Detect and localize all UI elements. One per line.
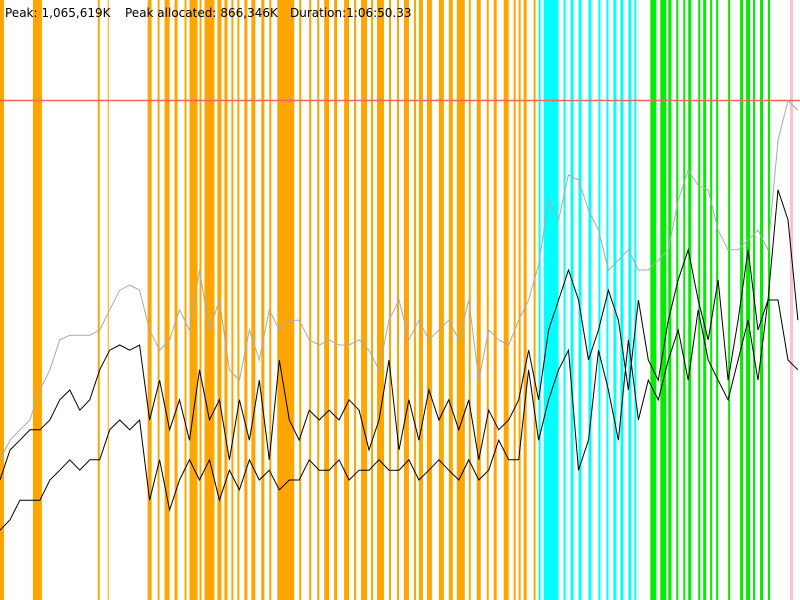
event-band	[199, 0, 202, 600]
event-band	[570, 0, 574, 600]
event-band	[277, 0, 295, 600]
event-band	[513, 0, 516, 600]
event-band	[760, 0, 764, 600]
event-band	[97, 0, 100, 600]
stat-value: 866,346K	[220, 6, 279, 20]
event-band	[403, 0, 409, 600]
event-band	[523, 0, 527, 600]
event-band	[224, 0, 228, 600]
event-band	[418, 0, 423, 600]
event-band	[650, 0, 657, 600]
event-band	[334, 0, 338, 600]
event-band	[710, 0, 713, 600]
event-band	[261, 0, 265, 600]
event-band	[147, 0, 152, 600]
event-band	[184, 0, 187, 600]
event-band	[299, 0, 302, 600]
event-band	[660, 0, 667, 600]
event-band	[503, 0, 509, 600]
event-band	[377, 0, 385, 600]
event-band	[324, 0, 330, 600]
event-band	[533, 0, 536, 600]
event-band	[543, 0, 559, 600]
event-band	[0, 0, 4, 600]
stat-label: Duration:	[290, 6, 346, 20]
event-band	[371, 0, 374, 600]
event-band	[174, 0, 178, 600]
memory-line	[0, 99, 799, 461]
event-band	[613, 0, 617, 600]
event-band	[740, 0, 744, 600]
event-band	[448, 0, 453, 600]
event-band	[354, 0, 357, 600]
event-band	[231, 0, 234, 600]
event-band	[269, 0, 272, 600]
header: Peak: 1,065,619K Peak allocated: 866,346K Du…	[5, 6, 412, 20]
memory-line	[0, 189, 799, 481]
event-band	[620, 0, 624, 600]
event-band	[204, 0, 215, 600]
event-band	[344, 0, 350, 600]
event-band	[703, 0, 707, 600]
event-band	[426, 0, 432, 600]
event-band	[237, 0, 240, 600]
event-band	[413, 0, 416, 600]
event-band	[668, 0, 672, 600]
stat-label: Peak allocated:	[125, 6, 216, 20]
event-band	[518, 0, 521, 600]
event-band	[688, 0, 692, 600]
event-band	[634, 0, 637, 600]
event-band	[683, 0, 686, 600]
event-band	[476, 0, 481, 600]
event-band	[157, 0, 160, 600]
event-band	[396, 0, 399, 600]
event-band	[676, 0, 679, 600]
event-band	[32, 0, 42, 600]
event-band	[317, 0, 320, 600]
event-band	[251, 0, 256, 600]
event-band	[588, 0, 592, 600]
memory-lines	[0, 99, 800, 531]
stat: Peak: 1,065,619K	[5, 6, 112, 20]
event-band	[606, 0, 609, 600]
event-band	[563, 0, 566, 600]
event-band	[456, 0, 465, 600]
event-band	[438, 0, 444, 600]
stat-label: Peak:	[5, 6, 38, 20]
event-band	[309, 0, 312, 600]
event-band	[107, 0, 109, 600]
event-band	[698, 0, 701, 600]
event-band	[598, 0, 601, 600]
stat-value: 1:06:50.33	[346, 6, 411, 20]
event-band	[578, 0, 582, 600]
stat-value: 1,065,619K	[42, 6, 112, 20]
event-band	[493, 0, 497, 600]
memory-line	[0, 299, 799, 531]
event-band	[728, 0, 731, 600]
event-band	[746, 0, 751, 600]
event-band	[244, 0, 248, 600]
event-band	[164, 0, 170, 600]
event-band	[628, 0, 632, 600]
stat: Peak allocated: 866,346K	[125, 6, 279, 20]
event-band	[716, 0, 719, 600]
event-band	[486, 0, 489, 600]
event-band	[388, 0, 391, 600]
event-band	[189, 0, 198, 600]
event-band	[468, 0, 471, 600]
event-band	[789, 0, 793, 600]
event-band	[361, 0, 368, 600]
stat: Duration:1:06:50.33	[290, 6, 412, 20]
event-band	[538, 0, 541, 600]
